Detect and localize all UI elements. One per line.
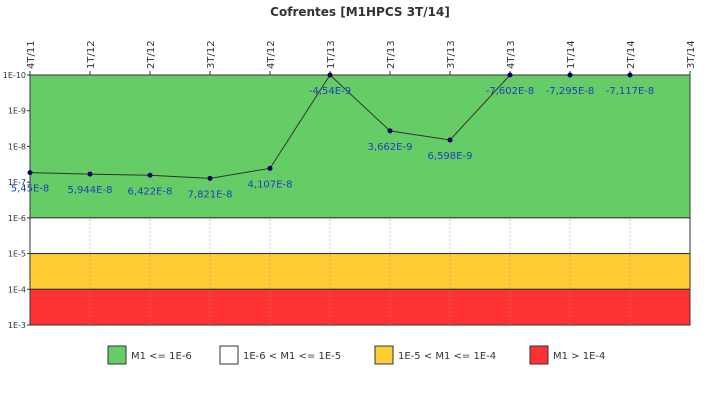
y-tick-label-3: 1E-7: [8, 178, 26, 187]
data-label-3: 7,821E-8: [188, 189, 233, 200]
x-tick-label-6: 2T/13: [386, 40, 397, 69]
legend-label-3: M1 > 1E-4: [553, 351, 605, 362]
data-point-9: [567, 72, 573, 78]
band-0: [29, 74, 691, 219]
series-layer: 5,45E-8 5,944E-8 6,422E-8 7,821E-8 4,107E-8 -…: [11, 72, 655, 200]
x-tick-label-5: 1T/13: [326, 40, 337, 69]
band-3: [29, 288, 691, 326]
data-label-5: -4,54E-9: [309, 86, 351, 97]
data-label-7: 6,598E-9: [428, 151, 473, 162]
data-label-4: 4,107E-8: [248, 179, 293, 190]
data-label-0: 5,45E-8: [11, 184, 50, 195]
legend-swatch-3: [529, 345, 549, 365]
data-label-9: -7,295E-8: [546, 86, 595, 97]
legend-swatch-2: [374, 345, 394, 365]
legend-swatch-0: [107, 345, 127, 365]
data-point-2: [147, 172, 153, 178]
plot-frame: [29, 74, 691, 326]
legend-label-0: M1 <= 1E-6: [131, 351, 192, 362]
legend-label-1: 1E-6 < M1 <= 1E-5: [243, 351, 341, 362]
y-tick-label-6: 1E-4: [8, 285, 26, 294]
data-label-2: 6,422E-8: [128, 186, 173, 197]
x-tick-label-9: 1T/14: [566, 40, 577, 69]
data-point-4: [267, 165, 273, 171]
data-label-8: -7,602E-8: [486, 86, 535, 97]
legend: M1 <= 1E-6 1E-6 < M1 <= 1E-5 1E-5 < M1 <= …: [107, 345, 605, 365]
data-point-10: [627, 72, 633, 78]
x-tick-label-1: 1T/12: [86, 40, 97, 69]
x-tick-label-4: 4T/12: [266, 40, 277, 69]
data-point-0: [27, 170, 33, 176]
x-tick-label-10: 2T/14: [626, 40, 637, 69]
grid-layer: [89, 75, 631, 325]
legend-label-2: 1E-5 < M1 <= 1E-4: [398, 351, 496, 362]
x-tick-label-2: 2T/12: [146, 40, 157, 69]
data-point-5: [327, 72, 333, 78]
chart-title: Cofrentes [M1HPCS 3T/14]: [270, 5, 450, 19]
legend-swatch-1: [219, 345, 239, 365]
y-axis: 1E-10 1E-9 1E-8 1E-7 1E-6 1E-5 1E-4 1E-3: [3, 71, 30, 330]
y-tick-label-7: 1E-3: [8, 321, 26, 330]
data-point-1: [87, 171, 93, 177]
x-axis: 4T/11 1T/12 2T/12 3T/12 4T/12 1T/13 2T/13 3T/13…: [26, 40, 697, 75]
data-point-8: [507, 72, 513, 78]
x-tick-label-11: 3T/14: [686, 40, 697, 69]
data-point-7: [447, 137, 453, 143]
y-tick-label-4: 1E-6: [8, 214, 26, 223]
y-tick-label-5: 1E-5: [8, 250, 26, 259]
y-tick-label-0: 1E-10: [3, 71, 26, 80]
band-layer: [29, 74, 691, 326]
band-2: [29, 253, 691, 290]
x-tick-label-0: 4T/11: [26, 40, 37, 69]
y-tick-label-1: 1E-9: [8, 107, 26, 116]
x-tick-label-3: 3T/12: [206, 40, 217, 69]
band-1: [29, 217, 691, 255]
x-tick-label-8: 4T/13: [506, 40, 517, 69]
data-point-3: [207, 175, 213, 181]
data-label-6: 3,662E-9: [368, 142, 413, 153]
data-label-1: 5,944E-8: [68, 185, 113, 196]
data-point-6: [387, 128, 393, 134]
x-tick-label-7: 3T/13: [446, 40, 457, 69]
data-label-10: -7,117E-8: [606, 86, 655, 97]
y-tick-label-2: 1E-8: [8, 142, 26, 151]
